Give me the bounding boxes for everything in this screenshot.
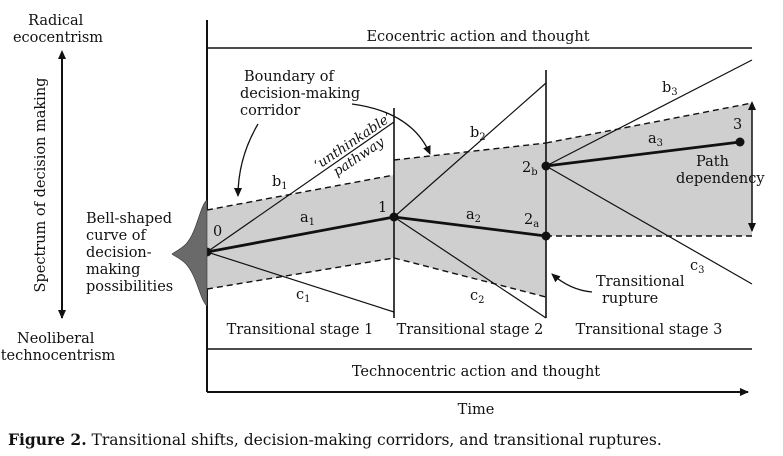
pathway-a3-label: a3 [648,131,663,149]
time-label: Time [458,402,495,418]
point-2b [541,161,551,171]
figure-caption-label: Figure 2. [8,430,87,449]
technocentric-band-label: Technocentric action and thought [352,364,600,380]
point-2a [541,231,551,241]
pathway-c1-label: c1 [296,287,311,305]
bell-curve [171,199,208,307]
spectrum-top-label: Radical ecocentrism [13,13,103,46]
corridor-stage-2 [394,143,546,297]
corridor-boundaries [206,102,753,298]
unthinkable-pathway-label: ‘unthinkable’ pathway [311,107,407,186]
ecocentric-band-label: Ecocentric action and thought [366,29,589,45]
stage-3-label: Transitional stage 3 [576,322,723,338]
figure-caption-text: Transitional shifts, decision-making cor… [86,431,662,449]
point-0-label: 0 [213,224,222,240]
pathway-a2-label: a2 [466,207,481,225]
corridor-stage-3 [546,103,752,236]
point-2b-label: 2b [522,160,538,178]
rupture-arrow [551,273,593,293]
corridor-stage-1 [207,175,394,289]
pathway-b3-label: b3 [662,80,678,98]
pathway-a1-label: a1 [300,210,315,228]
stage-1-label: Transitional stage 1 [227,322,374,338]
boundary-annotation: Boundary of decision-making corridor [240,69,365,119]
pathway-c2-label: c2 [470,288,485,306]
point-2a-label: 2a [524,212,539,230]
bell-curve-annotation: Bell-shaped curve of decision- making po… [86,211,177,295]
figure-caption: Figure 2. Transitional shifts, decision-… [8,430,778,449]
rupture-annotation: Transitional rupture [596,274,689,307]
stage-2-label: Transitional stage 2 [397,322,544,338]
pathway-b2-label: b2 [470,125,486,143]
boundary-arrow-left [234,123,259,197]
point-1-label: 1 [378,200,387,216]
path-dependency-annotation: Path dependency [676,154,765,187]
spectrum-axis-label: Spectrum of decision making [33,78,49,293]
point-3 [735,137,745,147]
pathway-b1-label: b1 [272,174,288,192]
main-trajectory [206,140,741,254]
spectrum-bottom-label: Neoliberal technocentrism [1,331,116,364]
point-1 [389,212,399,222]
pathway-c3-label: c3 [690,258,705,276]
alternative-pathways [206,59,753,319]
point-3-label: 3 [733,117,742,133]
boundary-arrow-right [351,103,431,155]
